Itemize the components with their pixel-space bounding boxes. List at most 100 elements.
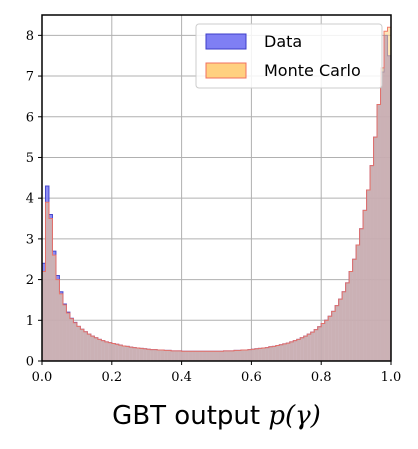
x-axis-label-text: GBT output <box>112 401 268 431</box>
histogram-bar <box>87 334 91 361</box>
histogram-bar <box>289 341 294 361</box>
y-tick-label: 4 <box>26 192 34 207</box>
histogram-bar <box>199 351 203 361</box>
histogram-bar <box>366 190 371 361</box>
x-tick-label: 1.0 <box>381 370 402 385</box>
histogram-bar <box>209 351 214 361</box>
histogram-bar <box>303 336 308 361</box>
y-tick-label: 8 <box>26 29 34 44</box>
histogram-bar <box>216 351 220 361</box>
histogram-bar <box>94 337 98 361</box>
histogram-bar <box>59 293 63 361</box>
histogram-bar <box>167 350 172 361</box>
histogram-bar <box>387 27 391 362</box>
y-tick-label: 6 <box>26 110 34 125</box>
histogram-bar <box>244 350 248 361</box>
histogram-bar <box>178 350 182 361</box>
histogram-bar <box>328 316 332 361</box>
histogram-bar <box>55 279 60 361</box>
histogram-bar <box>97 339 102 361</box>
histogram-bar <box>247 349 252 361</box>
legend-label: Monte Carlo <box>264 61 361 80</box>
histogram-bar <box>286 343 290 361</box>
histogram-bar <box>230 350 234 361</box>
histogram-bar <box>384 31 388 362</box>
y-tick-label: 5 <box>26 151 34 166</box>
histogram-bar <box>296 339 301 361</box>
histogram-bar <box>331 311 336 361</box>
histogram-bar <box>83 331 88 361</box>
histogram-bar <box>213 351 217 361</box>
histogram-bar <box>226 350 231 361</box>
histogram-bar <box>254 348 259 361</box>
plot-frame <box>41 14 392 362</box>
histogram-bar <box>192 351 196 361</box>
series-monte-carlo <box>41 26 392 362</box>
histogram-bar <box>261 347 266 361</box>
histogram-bar <box>164 350 168 361</box>
histogram-bar <box>282 343 287 361</box>
legend: Data Monte Carlo <box>195 23 383 89</box>
histogram-bar <box>122 345 126 361</box>
histogram-bar <box>90 336 95 361</box>
histogram-bar <box>146 349 151 361</box>
histogram-bar <box>185 351 189 361</box>
histogram-bar <box>111 343 116 361</box>
histogram-bar <box>251 349 255 361</box>
histogram-bar <box>73 322 77 361</box>
histogram-outline <box>41 26 392 361</box>
histogram-bar <box>150 349 154 361</box>
histogram-bar <box>174 350 179 361</box>
axis-ticks: 0.0 0.2 0.4 0.6 0.8 1.0 0 1 2 3 4 5 6 7 8 <box>26 29 402 385</box>
histogram-bar <box>345 282 350 361</box>
histogram-bar <box>118 345 123 361</box>
histogram-bar <box>181 351 186 361</box>
histogram-bar <box>237 350 241 361</box>
histogram-bar <box>338 299 343 361</box>
x-axis-label: GBT output p(γ) <box>112 401 321 431</box>
legend-label: Data <box>264 32 302 51</box>
x-tick-label: 0.4 <box>171 370 192 385</box>
histogram-bar <box>317 326 322 361</box>
histogram-bar <box>42 271 46 361</box>
y-tick-label: 2 <box>26 273 34 288</box>
histogram-bar <box>363 210 367 361</box>
histogram-bar <box>195 351 200 361</box>
histogram-bar <box>202 351 207 361</box>
histogram-bar <box>115 344 119 361</box>
histogram-bar <box>104 341 109 361</box>
histogram-bar <box>136 347 140 361</box>
histogram-bar <box>342 291 346 361</box>
x-tick-label: 0.6 <box>241 370 262 385</box>
histogram-bar <box>129 347 133 361</box>
histogram-bar <box>307 334 311 361</box>
histogram-bar <box>132 347 137 361</box>
histogram-bar <box>258 348 262 361</box>
histogram-bar <box>66 312 70 361</box>
histogram-bar <box>76 326 81 361</box>
histogram-bar <box>324 320 329 361</box>
histogram-bar <box>349 271 353 361</box>
y-tick-label: 3 <box>26 232 34 247</box>
histogram-bar <box>321 323 325 361</box>
histogram-bar <box>314 329 318 361</box>
histogram-bar <box>223 350 227 361</box>
legend-swatch <box>205 62 247 79</box>
histogram-bar <box>52 255 56 361</box>
histogram-bar <box>233 350 238 361</box>
y-tick-label: 7 <box>26 70 34 85</box>
x-tick-label: 0.8 <box>311 370 332 385</box>
y-tick-label: 1 <box>26 314 34 329</box>
x-axis-label-math: p(γ) <box>268 401 320 431</box>
histogram-bar <box>171 350 175 361</box>
histogram-bar <box>240 350 245 361</box>
x-tick-label: 0.0 <box>32 370 53 385</box>
histogram-bar <box>359 228 364 361</box>
histogram-bar <box>356 244 360 361</box>
histogram-bar <box>370 165 374 361</box>
x-tick-label: 0.2 <box>101 370 122 385</box>
legend-swatch <box>205 33 247 50</box>
histogram-bar <box>377 104 381 361</box>
histogram-bar <box>108 342 112 361</box>
